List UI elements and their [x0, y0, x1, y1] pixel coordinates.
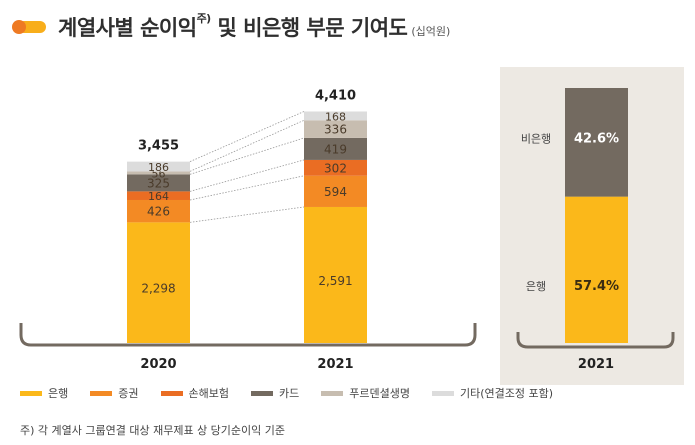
data-label-card-2020: 325	[147, 176, 170, 190]
data-label-securities-2021: 594	[324, 185, 347, 199]
connector-line-life	[189, 119, 305, 172]
connector-line-bank	[189, 206, 305, 223]
data-label-insurance-2020: 164	[148, 190, 169, 203]
data-label-other-2020: 186	[148, 161, 169, 174]
bar-segment-other-2020	[127, 161, 190, 172]
pill-dot-icon	[12, 20, 46, 34]
legend-swatch-life	[321, 390, 344, 396]
legend-label-bank: 은행	[48, 387, 69, 400]
title-text: 계열사별 순이익주) 및 비은행 부문 기여도	[58, 12, 408, 40]
legend-label-securities: 증권	[118, 387, 139, 400]
bar-segment-bank-2021	[304, 206, 367, 343]
legend-swatch-securities	[90, 390, 113, 396]
x-axis-bracket	[19, 323, 477, 347]
bar-segment-securities-2021	[304, 175, 367, 207]
legend-item-insurance: 손해보험	[160, 385, 229, 401]
legend-item-life: 푸르덴셜생명	[321, 385, 410, 401]
legend-label-life: 푸르덴셜생명	[349, 387, 410, 400]
data-label-life-2021: 336	[324, 123, 347, 137]
share-segment-bank	[565, 196, 628, 343]
legend-item-bank: 은행	[20, 385, 68, 401]
connector-line-insurance	[189, 159, 305, 192]
bar-segment-insurance-2021	[304, 159, 367, 176]
data-label-bank-2020: 2,298	[141, 282, 175, 296]
bar-segment-life-2021	[304, 120, 367, 138]
data-label-bank-2021: 2,591	[318, 274, 352, 288]
legend-item-securities: 증권	[90, 385, 139, 401]
bar-segment-securities-2020	[127, 199, 190, 223]
legend-swatch-other	[431, 390, 454, 396]
legend: 은행 증권 손해보험 카드 푸르덴셜생명 기타(연결조정 포함)	[20, 385, 575, 401]
total-label-2020: 3,455	[138, 139, 179, 154]
x-tick-label-2021: 2021	[317, 357, 353, 372]
share-label-bank: 57.4%	[574, 279, 619, 294]
legend-swatch-insurance	[160, 390, 183, 396]
unit-label: (십억원)	[411, 25, 451, 38]
bar-segment-bank-2020	[127, 222, 190, 343]
data-label-card-2021: 419	[324, 142, 347, 156]
chart-title: 계열사별 순이익주) 및 비은행 부문 기여도 (십억원)	[12, 12, 450, 42]
legend-label-card: 카드	[278, 387, 300, 400]
bar-segment-card-2021	[304, 137, 367, 160]
share-category-label-card: 비은행	[521, 132, 551, 145]
share-x-tick-label: 2021	[578, 357, 614, 372]
total-label-2021: 4,410	[315, 88, 356, 103]
connector-line-other	[189, 111, 305, 162]
data-label-other-2021: 168	[325, 110, 346, 123]
legend-swatch-bank	[20, 390, 42, 396]
legend-swatch-card	[250, 390, 273, 396]
bar-segment-insurance-2020	[127, 191, 190, 200]
legend-item-other: 기타(연결조정 포함)	[431, 385, 554, 401]
share-axis-bracket	[516, 332, 675, 349]
data-label-insurance-2021: 302	[324, 161, 347, 175]
share-segment-card	[565, 88, 628, 197]
footnote: 주) 각 계열사 그룹연결 대상 재무제표 상 당기순이익 기준	[20, 424, 286, 437]
x-tick-label-2020: 2020	[140, 357, 176, 372]
connector-line-securities	[189, 175, 305, 201]
share-label-card: 42.6%	[574, 131, 619, 146]
bar-segment-life-2020	[127, 171, 190, 175]
share-category-label-bank: 은행	[526, 280, 546, 293]
legend-item-card: 카드	[250, 385, 300, 401]
legend-label-insurance: 손해보험	[188, 387, 229, 400]
legend-label-other: 기타(연결조정 포함)	[459, 387, 554, 400]
data-label-securities-2020: 426	[147, 205, 170, 219]
bar-segment-other-2021	[304, 111, 367, 121]
bar-segment-card-2020	[127, 174, 190, 192]
connector-line-card	[189, 137, 305, 175]
